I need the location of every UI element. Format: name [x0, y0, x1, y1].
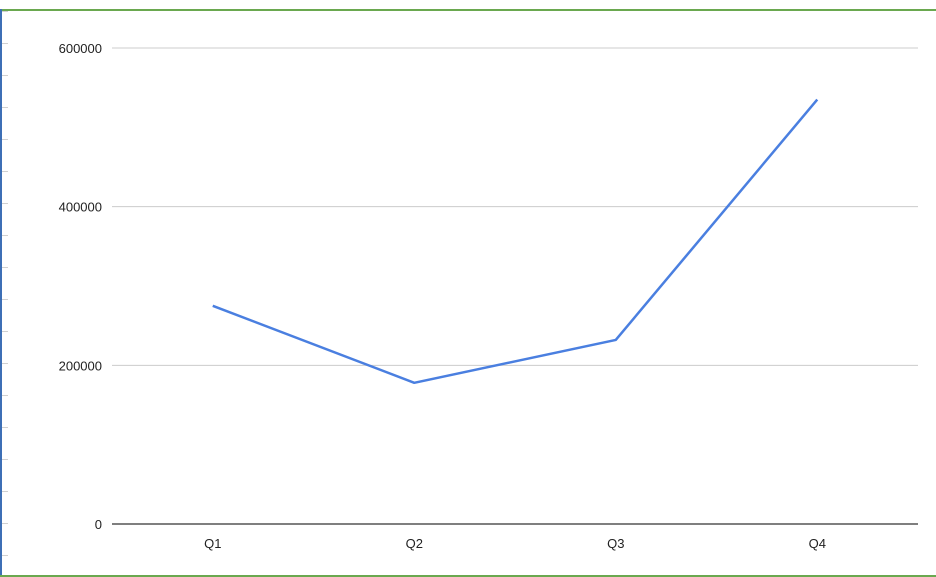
x-tick-label-q4: Q4 [809, 536, 826, 551]
ruler-ticks [2, 11, 8, 575]
y-axis-ticks: 0 200000 400000 600000 [59, 41, 102, 532]
x-tick-label-q3: Q3 [607, 536, 624, 551]
y-tick-label: 400000 [59, 200, 102, 215]
frame-bottom-border [0, 575, 936, 577]
frame-top-border [0, 9, 936, 11]
frame-left-border [0, 9, 2, 577]
y-tick-label: 0 [95, 517, 102, 532]
x-tick-label-q2: Q2 [406, 536, 423, 551]
y-tick-label: 600000 [59, 41, 102, 56]
series-line-0 [212, 98, 819, 385]
gridlines [112, 47, 918, 366]
y-tick-label: 200000 [59, 358, 102, 373]
series [212, 98, 819, 385]
x-axis-ticks: Q1 Q2 Q3 Q4 [204, 536, 826, 551]
x-tick-label-q1: Q1 [204, 536, 221, 551]
